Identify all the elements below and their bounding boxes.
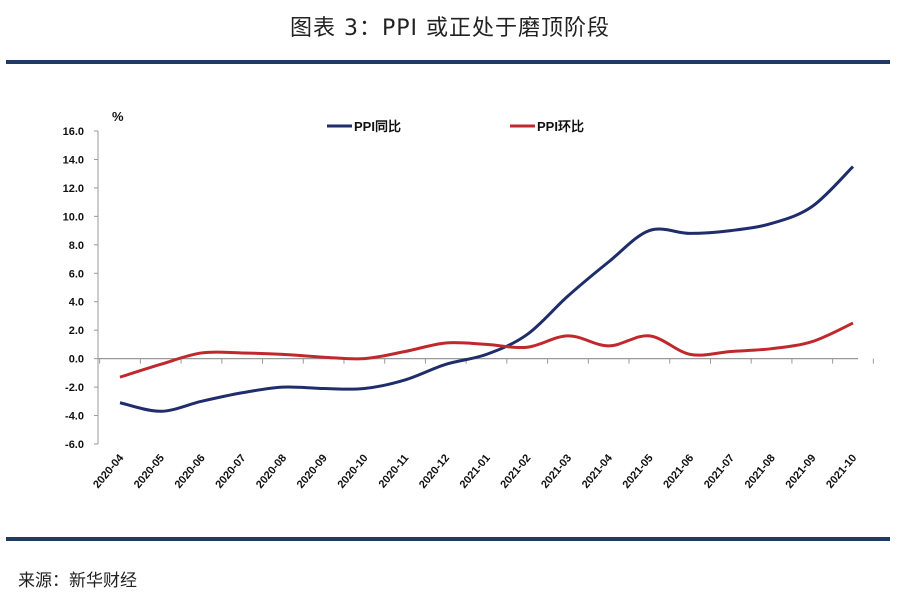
top-divider [6, 60, 890, 64]
x-tick-label: 2020-08 [254, 452, 289, 491]
x-tick-label: 2021-05 [621, 452, 656, 491]
y-tick-label: 12.0 [63, 183, 84, 195]
y-tick-label: -4.0 [65, 411, 84, 423]
legend-label-yoy: PPI同比 [354, 119, 401, 134]
x-tick-label: 2021-09 [783, 452, 818, 491]
source-note: 来源：新华财经 [18, 571, 137, 591]
series-lines [119, 165, 855, 413]
x-tick-label: 2020-12 [417, 452, 452, 491]
x-tick-label: 2020-05 [132, 452, 167, 491]
x-tick-label: 2021-07 [702, 452, 737, 491]
y-tick-label: -2.0 [65, 382, 84, 394]
y-tick-label: 4.0 [69, 297, 84, 309]
x-tick-label: 2020-06 [173, 452, 208, 491]
chart-title: 图表 3：PPI 或正处于磨顶阶段 [289, 16, 610, 41]
x-tick-label: 2021-04 [580, 452, 616, 491]
x-tick-label: 2021-10 [824, 452, 859, 491]
y-tick-label: 8.0 [69, 240, 84, 252]
x-tick-label: 2021-08 [743, 452, 778, 491]
bottom-divider [6, 537, 890, 541]
x-tick-label: 2021-03 [539, 452, 574, 491]
x-tick-label: 2020-10 [335, 452, 370, 491]
x-tick-label: 2020-09 [295, 452, 330, 491]
x-axis: 2020-04 2020-05 2020-06 2020-07 2020-08 2020-… [91, 358, 874, 491]
x-tick-label: 2020-11 [377, 452, 412, 490]
y-axis: 16.0 14.0 12.0 10.0 8.0 6.0 4.0 2.0 0.0 -2.0 -4.0 -… [63, 126, 99, 451]
y-tick-label: 6.0 [69, 268, 84, 280]
y-tick-label: 16.0 [63, 126, 84, 138]
series-line-mom [119, 321, 854, 379]
y-tick-label: 0.0 [69, 354, 84, 366]
y-tick-label: -6.0 [65, 439, 84, 451]
x-tick-label: 2021-01 [458, 452, 493, 491]
y-tick-label: 14.0 [63, 154, 84, 166]
x-tick-label: 2021-02 [498, 452, 533, 491]
series-line-yoy [119, 165, 855, 413]
y-tick-label: 2.0 [69, 325, 84, 337]
legend: PPI同比 PPI环比 [327, 119, 584, 134]
x-tick-label: 2020-04 [91, 452, 127, 491]
x-tick-label: 2020-07 [213, 452, 248, 491]
legend-label-mom: PPI环比 [537, 119, 584, 134]
x-tick-label: 2021-06 [661, 452, 696, 491]
y-tick-label: 10.0 [63, 211, 84, 223]
y-axis-unit: % [112, 109, 124, 124]
